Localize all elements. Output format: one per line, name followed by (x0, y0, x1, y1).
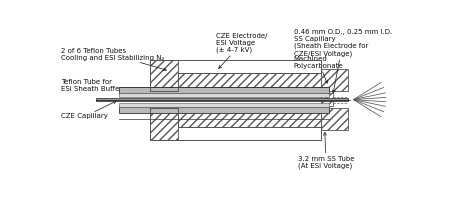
Text: 2 of 6 Teflon Tubes
Cooling and ESI Stabilizing N₂: 2 of 6 Teflon Tubes Cooling and ESI Stab… (61, 48, 166, 71)
Text: CZE Electrode/
ESI Voltage
(± 4-7 kV): CZE Electrode/ ESI Voltage (± 4-7 kV) (216, 33, 268, 68)
Polygon shape (151, 59, 178, 91)
Polygon shape (178, 108, 321, 126)
Bar (119, 86, 329, 93)
Text: 3.2 mm SS Tube
(At ESI Voltage): 3.2 mm SS Tube (At ESI Voltage) (297, 132, 354, 169)
Bar (119, 93, 329, 97)
Polygon shape (321, 69, 348, 91)
Bar (119, 107, 329, 113)
Text: Machined
Polycarbonate: Machined Polycarbonate (294, 56, 343, 83)
Bar (119, 103, 329, 107)
Polygon shape (178, 73, 321, 91)
Text: CZE Capillary: CZE Capillary (61, 101, 116, 119)
Bar (96, 98, 348, 101)
Polygon shape (151, 108, 178, 140)
Polygon shape (321, 108, 348, 130)
Text: 0.46 mm O.D., 0.25 mm I.D.
SS Capillary
(Sheath Electrode for
CZE/ESI Voltage): 0.46 mm O.D., 0.25 mm I.D. SS Capillary … (294, 29, 392, 93)
Polygon shape (321, 94, 332, 106)
Text: Teflon Tube for
ESI Sheath Buffer: Teflon Tube for ESI Sheath Buffer (61, 79, 139, 95)
